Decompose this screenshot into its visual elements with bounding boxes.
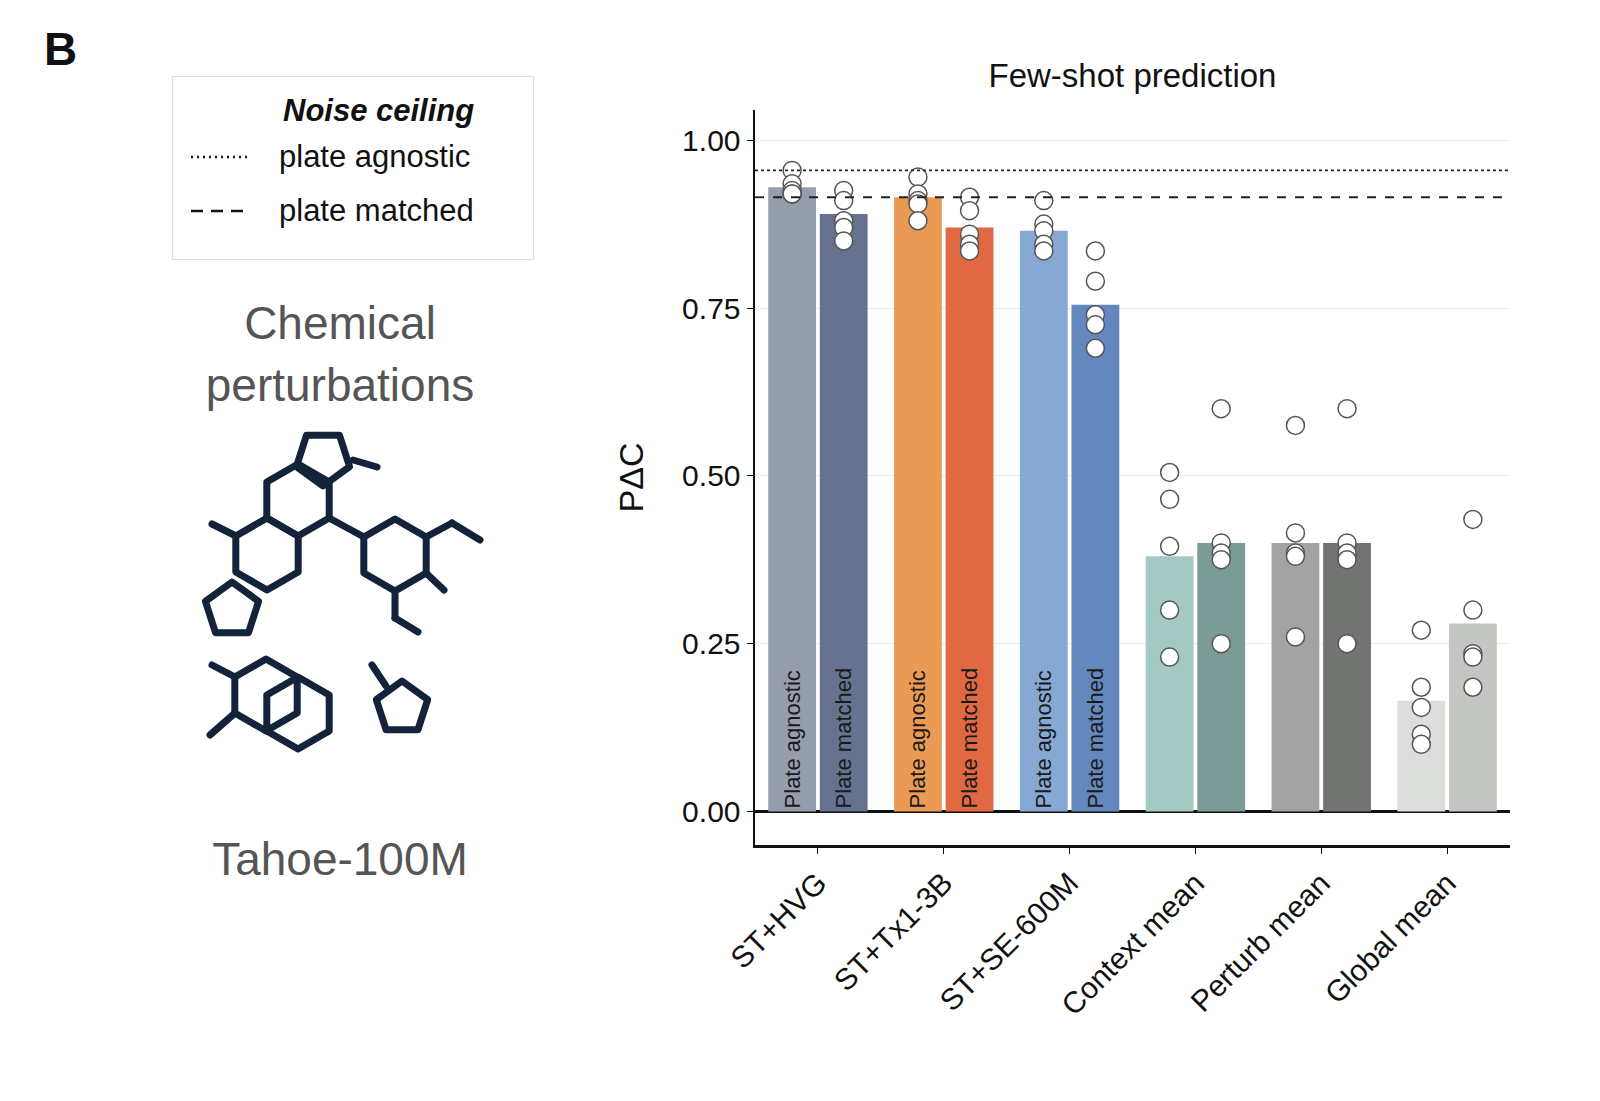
html-text:plate matched: plate matched <box>279 193 474 228</box>
svg-text:ST+HVG: ST+HVG <box>724 866 833 975</box>
svg-text:0.50: 0.50 <box>682 459 740 492</box>
svg-text:Plate matched: Plate matched <box>831 668 856 809</box>
svg-text:1.00: 1.00 <box>682 124 740 157</box>
svg-text:PΔC: PΔC <box>612 443 650 513</box>
svg-text:Plate agnostic: Plate agnostic <box>780 670 805 808</box>
svg-text:Few-shot prediction: Few-shot prediction <box>989 57 1277 94</box>
svg-text:ST+Tx1-3B: ST+Tx1-3B <box>827 866 958 997</box>
html-text:Noise ceiling: Noise ceiling <box>283 93 475 128</box>
svg-text:0.00: 0.00 <box>682 795 740 828</box>
svg-text:Plate matched: Plate matched <box>957 668 982 809</box>
svg-text:Plate agnostic: Plate agnostic <box>905 670 930 808</box>
svg-text:ST+SE-600M: ST+SE-600M <box>933 866 1084 1017</box>
html-text:Tahoe-100M: Tahoe-100M <box>212 833 468 885</box>
svg-text:Plate matched: Plate matched <box>1083 668 1108 809</box>
html-text:plate agnostic: plate agnostic <box>279 139 471 174</box>
html-text:B: B <box>44 23 78 75</box>
svg-text:Plate agnostic: Plate agnostic <box>1031 670 1056 808</box>
svg-text:Global mean: Global mean <box>1318 866 1462 1010</box>
svg-text:Context mean: Context mean <box>1055 866 1210 1021</box>
svg-text:0.25: 0.25 <box>682 627 740 660</box>
svg-text:0.75: 0.75 <box>682 292 740 325</box>
html-text:Chemical perturbations: Chemical perturbations <box>205 297 475 411</box>
svg-text:Perturb mean: Perturb mean <box>1184 866 1336 1018</box>
